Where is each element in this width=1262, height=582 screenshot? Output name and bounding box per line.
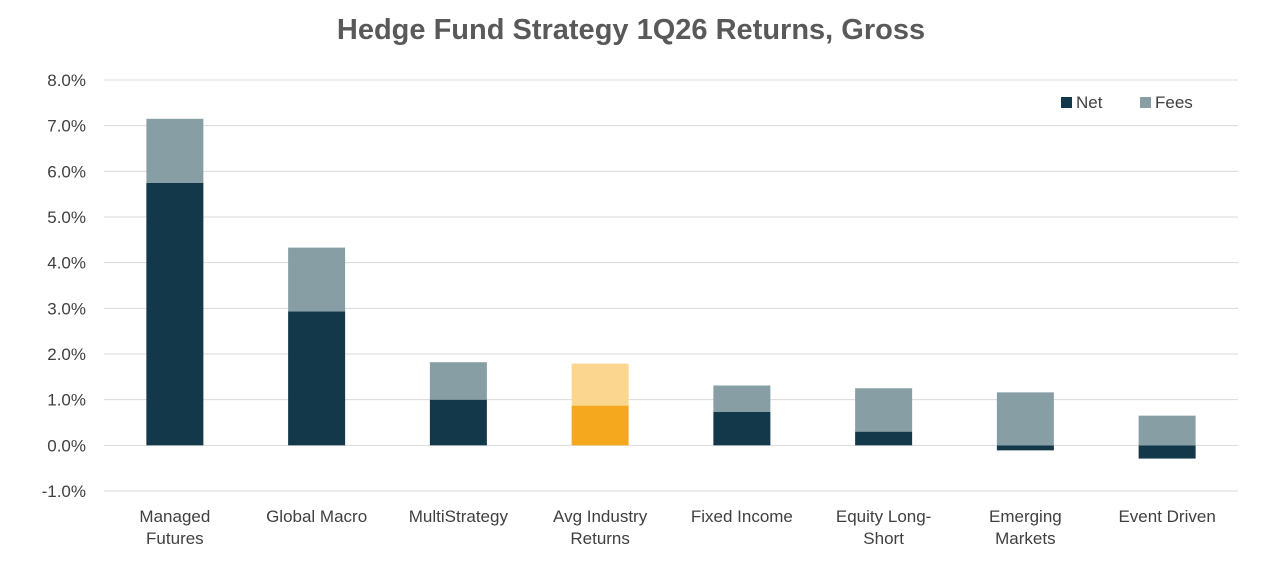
x-tick-label: Equity Long-Short — [836, 507, 931, 548]
x-tick-label: Managed Futures — [139, 507, 210, 548]
x-tick-label: Emerging Markets — [989, 507, 1062, 548]
bar-net — [855, 431, 913, 446]
y-tick-labels: -1.0% 0.0% 1.0% 2.0% 3.0% 4.0% 5.0% 6.0% 7.0% 8.0… — [42, 71, 86, 501]
bar-fees — [288, 247, 346, 312]
legend-label: Fees — [1155, 93, 1193, 112]
y-tick-label: 8.0% — [47, 71, 86, 90]
bar-net — [429, 399, 487, 446]
bar-fees — [146, 118, 204, 183]
legend-swatch — [1061, 97, 1072, 108]
bar-net — [571, 405, 629, 446]
y-tick-label: 6.0% — [47, 162, 86, 181]
bar-net — [1138, 445, 1196, 459]
x-tick-label: Event Driven — [1118, 507, 1215, 526]
bar-fees — [855, 388, 913, 432]
x-tick-label: Avg Industry Returns — [553, 507, 648, 548]
x-tick-label: Fixed Income — [691, 507, 793, 526]
chart-title: Hedge Fund Strategy 1Q26 Returns, Gross — [336, 14, 926, 46]
bar-fees — [1138, 415, 1196, 446]
y-tick-label: 2.0% — [47, 345, 86, 364]
bar-layer — [146, 118, 1196, 459]
legend-label: Net — [1076, 93, 1103, 112]
y-tick-label: 0.0% — [47, 436, 86, 455]
y-tick-label: -1.0% — [42, 482, 86, 501]
bar-fees — [429, 362, 487, 400]
bar-fees — [571, 363, 629, 406]
bar-net — [146, 182, 204, 446]
x-tick-labels: Managed Futures Global Macro MultiStrategy A… — [139, 507, 1215, 548]
bar-fees — [713, 385, 771, 412]
y-tick-label: 3.0% — [47, 299, 86, 318]
bar-fees — [996, 392, 1054, 446]
legend: Net Fees — [1061, 93, 1193, 112]
bar-net — [713, 411, 771, 446]
x-tick-label: Global Macro — [266, 507, 367, 526]
x-tick-label: MultiStrategy — [409, 507, 509, 526]
y-tick-label: 4.0% — [47, 254, 86, 273]
legend-swatch — [1140, 97, 1151, 108]
bar-net — [288, 311, 346, 446]
y-tick-label: 7.0% — [47, 117, 86, 136]
y-tick-label: 1.0% — [47, 391, 86, 410]
grid-layer — [104, 79, 1238, 492]
y-tick-label: 5.0% — [47, 208, 86, 227]
bar-net — [996, 445, 1054, 451]
